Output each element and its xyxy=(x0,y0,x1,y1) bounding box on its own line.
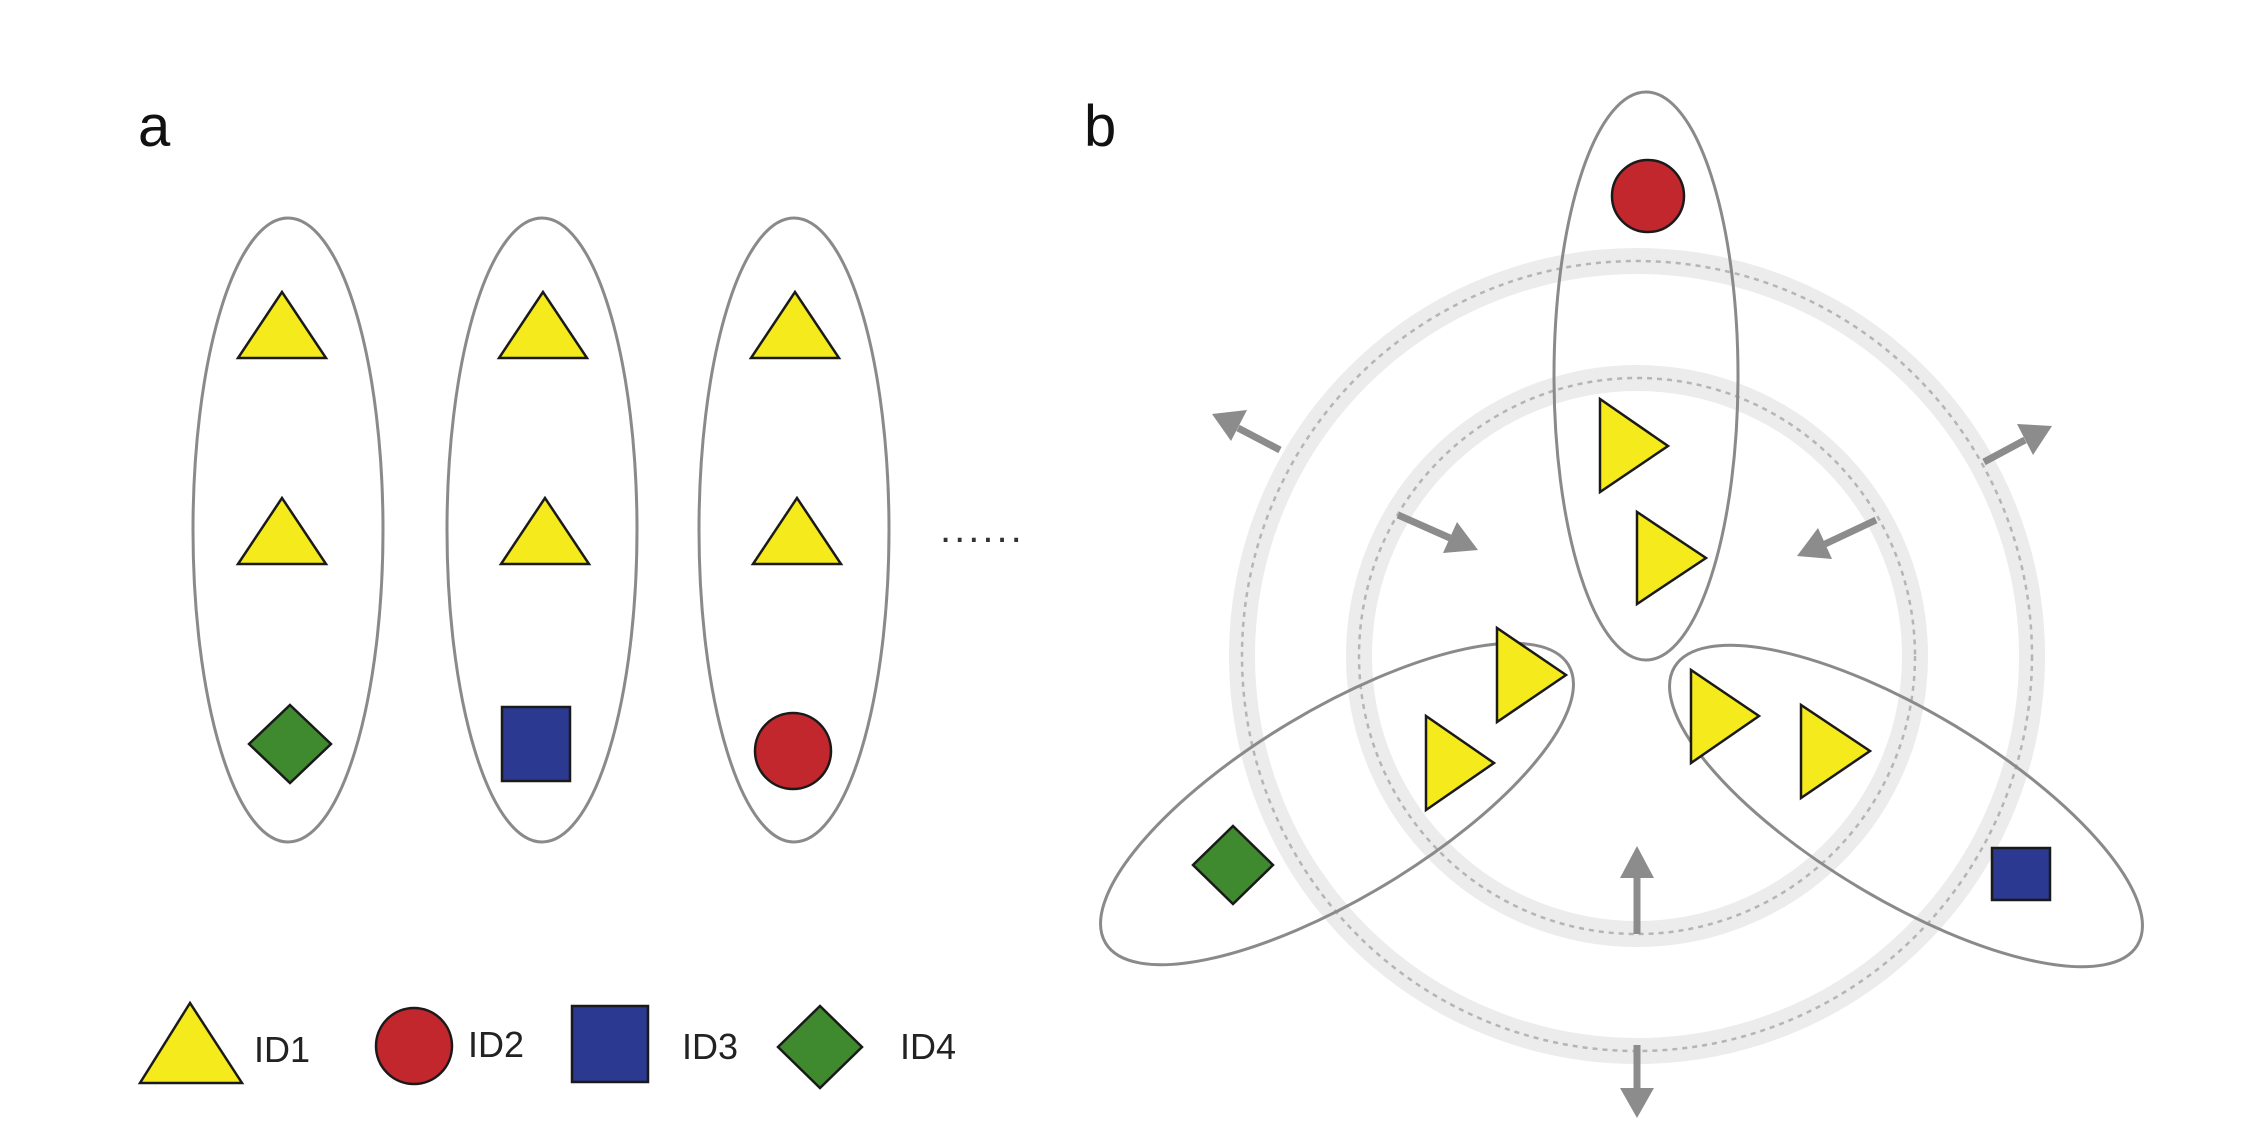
id1-triangle xyxy=(1598,396,1671,495)
legend-label-id1: ID1 xyxy=(254,1029,310,1070)
legend-item-id4: ID4 xyxy=(776,1004,956,1090)
arrow-in-left xyxy=(1396,511,1478,553)
id1-triangle xyxy=(498,495,592,566)
id4-diamond xyxy=(247,703,333,785)
legend-label-id3: ID3 xyxy=(682,1026,738,1067)
arrow-in-bottom xyxy=(1620,846,1654,934)
arrow-out-bottom xyxy=(1620,1045,1654,1118)
panel-b-group-right xyxy=(1668,643,2144,969)
id1-triangle xyxy=(1799,702,1873,801)
legend-item-id1: ID1 xyxy=(137,1000,310,1085)
outward-arrows xyxy=(1212,410,2052,1118)
arrow-in-right xyxy=(1797,516,1878,559)
group-ellipse xyxy=(191,216,385,844)
panel-a: ...... xyxy=(191,216,1025,844)
group-ellipse xyxy=(1668,643,2144,969)
inner-dashed-ring xyxy=(1357,376,1917,936)
legend: ID1 ID2 ID3 ID4 xyxy=(137,1000,956,1090)
id1-triangle xyxy=(1689,667,1762,766)
legend-circle-icon xyxy=(374,1006,454,1086)
id1-triangle xyxy=(1635,509,1709,607)
legend-square-icon xyxy=(570,1004,650,1084)
arrow-out-upper-left xyxy=(1212,410,1282,454)
panel-b-label: b xyxy=(1084,94,1116,159)
id3-square xyxy=(1990,846,2052,902)
id4-diamond xyxy=(1191,824,1275,906)
group-ellipse xyxy=(445,216,639,844)
id1-triangle xyxy=(748,289,842,360)
inward-arrows xyxy=(1396,511,1878,934)
id1-triangle xyxy=(750,495,844,566)
id2-circle xyxy=(753,711,833,791)
panel-a-label: a xyxy=(138,94,171,159)
panel-b-group-top xyxy=(1552,90,1740,662)
legend-label-id2: ID2 xyxy=(468,1024,524,1065)
panel-b xyxy=(1099,90,2144,1118)
group-ellipse xyxy=(697,216,891,844)
panel-b-group-left xyxy=(1099,625,1575,967)
id1-triangle xyxy=(496,289,590,360)
id1-triangle xyxy=(1495,625,1569,725)
arrow-out-upper-right xyxy=(1982,424,2052,466)
legend-item-id2: ID2 xyxy=(374,1006,524,1086)
id3-square xyxy=(500,705,572,783)
group-ellipse xyxy=(1552,90,1740,662)
legend-item-id3: ID3 xyxy=(570,1004,738,1084)
continuation-dots: ...... xyxy=(940,507,1025,551)
panel-a-group-3 xyxy=(697,216,891,844)
id2-circle xyxy=(1610,158,1686,234)
panel-a-group-2 xyxy=(445,216,639,844)
panel-a-group-1 xyxy=(191,216,385,844)
id1-triangle xyxy=(235,495,329,566)
id1-triangle xyxy=(1424,713,1497,813)
group-ellipse xyxy=(1099,641,1575,967)
legend-label-id4: ID4 xyxy=(900,1026,956,1067)
legend-triangle-icon xyxy=(137,1000,245,1085)
id1-triangle xyxy=(235,289,329,360)
legend-diamond-icon xyxy=(776,1004,864,1090)
